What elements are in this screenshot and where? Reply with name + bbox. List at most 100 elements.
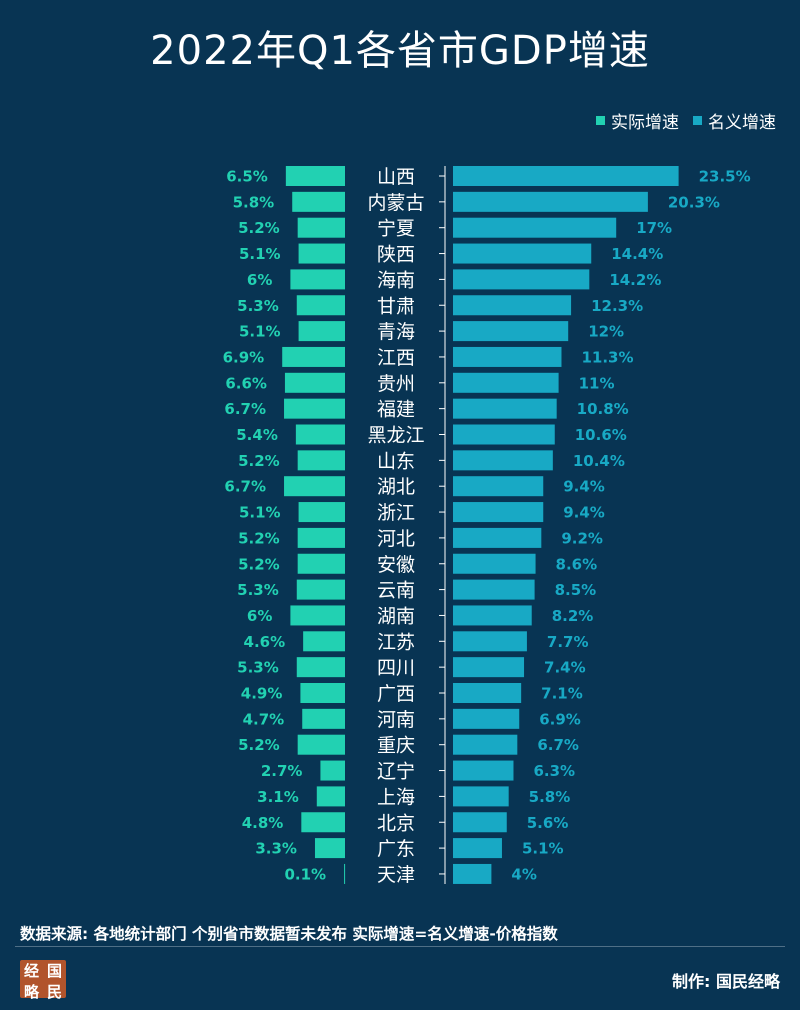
province-label: 湖南 xyxy=(377,605,415,627)
nominal-growth-bar xyxy=(453,734,518,755)
nominal-growth-bar xyxy=(453,812,507,833)
nominal-growth-label: 14.2% xyxy=(609,271,661,289)
province-label: 四川 xyxy=(377,657,415,679)
nominal-growth-label: 12% xyxy=(588,323,624,341)
province-label: 山西 xyxy=(377,166,415,188)
nominal-growth-label: 7.1% xyxy=(541,685,583,703)
real-growth-label: 4.9% xyxy=(241,685,283,703)
nominal-growth-bar xyxy=(453,708,520,729)
nominal-growth-bar xyxy=(453,657,525,678)
real-growth-label: 5.3% xyxy=(237,581,279,599)
real-growth-bar xyxy=(297,217,345,238)
real-growth-label: 5.1% xyxy=(239,504,281,522)
nominal-growth-label: 6.3% xyxy=(533,762,575,780)
legend-item-nominal: 名义增速 xyxy=(693,108,776,133)
real-growth-bar xyxy=(296,657,345,678)
real-growth-label: 5.8% xyxy=(233,193,275,211)
real-growth-bar xyxy=(296,579,345,600)
province-label: 湖北 xyxy=(377,476,415,498)
province-label: 山东 xyxy=(377,450,415,472)
real-growth-bar xyxy=(314,838,345,859)
nominal-growth-label: 8.2% xyxy=(552,607,594,625)
nominal-growth-label: 4% xyxy=(511,865,536,883)
real-growth-label: 6.7% xyxy=(224,478,266,496)
nominal-growth-label: 5.8% xyxy=(529,788,571,806)
province-label: 重庆 xyxy=(377,735,415,757)
real-growth-label: 4.8% xyxy=(242,814,284,832)
legend-label-real: 实际增速 xyxy=(611,113,679,133)
province-label: 广西 xyxy=(377,683,415,705)
real-growth-bar xyxy=(290,605,345,626)
nominal-growth-bar xyxy=(453,527,542,548)
nominal-growth-bar xyxy=(453,191,648,212)
real-growth-bar xyxy=(301,812,345,833)
province-label: 黑龙江 xyxy=(367,425,424,447)
nominal-growth-bar xyxy=(453,605,532,626)
nominal-growth-bar xyxy=(453,683,522,703)
brand-logo: 经 国 略 民 xyxy=(20,960,66,1001)
nominal-growth-label: 17% xyxy=(636,219,672,237)
real-growth-bar xyxy=(295,424,345,445)
logo-char: 民 xyxy=(46,983,62,1001)
logo-char: 略 xyxy=(23,983,39,1001)
real-growth-label: 4.6% xyxy=(244,633,286,651)
nominal-growth-bar xyxy=(453,631,527,652)
nominal-growth-label: 6.9% xyxy=(539,710,581,728)
real-growth-label: 5.2% xyxy=(238,736,280,754)
nominal-growth-bar xyxy=(453,553,536,574)
nominal-growth-bar xyxy=(453,217,617,238)
real-growth-label: 5.1% xyxy=(239,323,281,341)
nominal-growth-bar xyxy=(453,398,557,419)
province-label: 云南 xyxy=(377,580,415,602)
province-label: 内蒙古 xyxy=(367,192,424,214)
province-label: 辽宁 xyxy=(377,761,415,783)
nominal-growth-label: 11.3% xyxy=(581,348,633,366)
real-growth-bar xyxy=(320,760,345,781)
real-growth-bar xyxy=(344,863,346,884)
nominal-growth-label: 14.4% xyxy=(611,245,663,263)
province-label: 江西 xyxy=(377,347,415,369)
real-growth-bar xyxy=(298,243,345,264)
real-growth-bar xyxy=(297,734,345,755)
real-growth-label: 6% xyxy=(247,271,272,289)
nominal-growth-bar xyxy=(453,579,535,600)
legend-swatch-nominal xyxy=(693,116,702,125)
nominal-growth-label: 7.4% xyxy=(544,659,586,677)
nominal-growth-bar xyxy=(453,424,555,445)
province-label: 浙江 xyxy=(377,502,415,524)
nominal-growth-bar xyxy=(453,269,590,290)
nominal-growth-label: 9.2% xyxy=(561,529,603,547)
nominal-growth-bar xyxy=(453,786,509,807)
real-growth-label: 5.2% xyxy=(238,219,280,237)
real-growth-bar xyxy=(296,295,345,316)
legend-item-real: 实际增速 xyxy=(596,108,679,133)
real-growth-label: 6.5% xyxy=(226,168,268,186)
nominal-growth-bar xyxy=(453,372,559,393)
nominal-growth-label: 23.5% xyxy=(699,168,751,186)
real-growth-label: 6.9% xyxy=(223,348,265,366)
real-growth-label: 3.1% xyxy=(257,788,299,806)
source-note: 数据来源: 各地统计部门 个别省市数据暂未发布 实际增速=名义增速-价格指数 xyxy=(20,925,558,943)
logo-char: 经 xyxy=(23,962,39,980)
province-label: 宁夏 xyxy=(377,218,415,240)
real-growth-label: 5.1% xyxy=(239,245,281,263)
nominal-growth-bar xyxy=(453,476,544,497)
real-growth-bar xyxy=(285,166,345,186)
real-growth-label: 5.3% xyxy=(237,297,279,315)
real-growth-label: 5.3% xyxy=(237,659,279,677)
province-label: 贵州 xyxy=(377,373,415,395)
nominal-growth-label: 11% xyxy=(579,374,615,392)
real-growth-bar xyxy=(292,191,345,212)
real-growth-bar xyxy=(284,372,345,393)
nominal-growth-label: 6.7% xyxy=(537,736,579,754)
nominal-growth-label: 8.5% xyxy=(555,581,597,599)
nominal-growth-bar xyxy=(453,295,572,316)
chart-title: 2022年Q1各省市GDP增速 xyxy=(150,28,650,74)
province-label: 福建 xyxy=(377,399,415,421)
nominal-growth-label: 10.8% xyxy=(577,400,629,418)
nominal-growth-label: 10.4% xyxy=(573,452,625,470)
nominal-growth-label: 9.4% xyxy=(563,504,605,522)
nominal-growth-bar xyxy=(453,450,553,471)
nominal-growth-bar xyxy=(453,838,502,859)
